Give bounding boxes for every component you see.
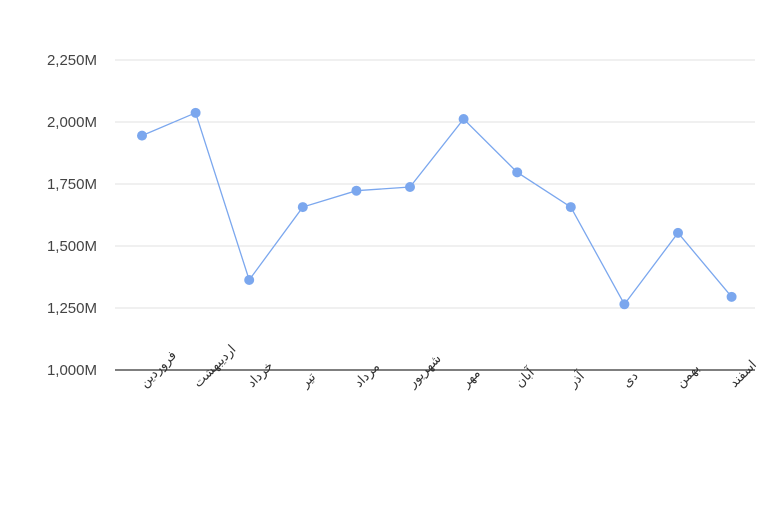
data-point[interactable] <box>405 181 415 192</box>
x-tick-label: فروردین <box>137 348 180 391</box>
x-tick-label: شهریور <box>404 351 445 392</box>
x-tick-label: اسفند <box>726 357 759 390</box>
y-tick-label: 1,500M <box>47 238 97 255</box>
y-tick-label: 1,000M <box>47 362 97 379</box>
x-tick-label: مرداد <box>351 359 383 391</box>
data-point[interactable] <box>458 114 469 125</box>
x-axis-ticks: فروردین اردیبهشت خرداد تیر مرداد شهریور مهر آبا… <box>137 342 760 392</box>
data-point[interactable] <box>351 185 362 196</box>
data-point[interactable] <box>244 274 255 285</box>
y-tick-label: 2,000M <box>47 114 97 131</box>
y-tick-label: 1,750M <box>47 176 97 193</box>
x-tick-label: دی <box>619 368 641 390</box>
x-tick-label: تیر <box>297 369 320 392</box>
y-tick-label: 1,250M <box>47 300 97 317</box>
data-points <box>137 107 737 310</box>
y-tick-label: 2,250M <box>47 52 97 69</box>
x-tick-label: مهر <box>457 365 483 391</box>
data-point[interactable] <box>726 291 737 302</box>
gridlines <box>115 59 755 309</box>
data-point[interactable] <box>619 299 630 310</box>
x-tick-label: اردیبهشت <box>190 342 239 391</box>
data-point[interactable] <box>512 167 523 178</box>
data-point[interactable] <box>673 227 683 238</box>
data-point[interactable] <box>190 107 201 118</box>
series-line <box>141 111 733 306</box>
data-point[interactable] <box>297 202 308 213</box>
x-tick-label: خرداد <box>244 358 277 391</box>
x-tick-label: بهمن <box>673 360 703 390</box>
data-point[interactable] <box>137 130 147 141</box>
data-point[interactable] <box>565 202 576 213</box>
x-tick-label: آبان <box>511 363 538 390</box>
y-axis-ticks: 1,000M 1,250M 1,500M 1,750M 2,000M 2,250M <box>47 52 97 379</box>
